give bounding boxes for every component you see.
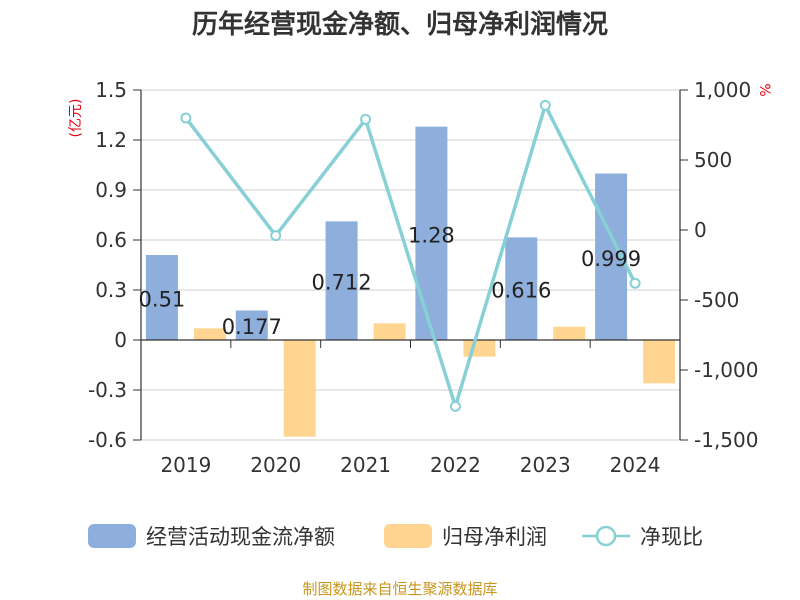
ratio-point [449,400,461,412]
ratio-point [539,99,551,111]
right-tick-label: 500 [694,148,732,172]
net-profit-bar [643,340,676,384]
chart-title: 历年经营现金净额、归母净利润情况 [192,9,608,40]
right-tick-label: -1,000 [694,358,758,382]
legend: 经营活动现金流净额 归母净利润 净现比 [88,524,703,549]
cashflow-data-label: 0.177 [222,315,282,339]
right-axis-unit: % [756,83,772,96]
left-tick-label: 1.2 [95,128,127,152]
left-tick-label: -0.3 [88,378,127,402]
legend-ratio: 净现比 [582,525,703,549]
legend-swatch [384,524,432,548]
cashflow-bar [325,221,358,340]
net-profit-bar [463,340,496,357]
legend-cashflow: 经营活动现金流净额 [88,524,335,549]
left-tick-label: 0.9 [95,178,127,202]
legend-label: 经营活动现金流净额 [146,525,335,549]
bars [145,126,676,437]
cashflow-data-label: 1.28 [408,223,455,247]
cashflow-data-label: 0.999 [581,247,641,271]
ratio-line-path [184,103,637,409]
net-profit-bar [373,323,406,340]
cashflow-data-label: 0.51 [139,288,186,312]
source-note: 制图数据来自恒生聚源数据库 [302,580,497,598]
left-axis-unit: (亿元) [68,99,84,138]
legend-net-profit: 归母净利润 [384,524,547,549]
right-tick-label: 0 [694,218,707,242]
cashflow-bar [145,255,178,340]
cashflow-bar [415,126,448,341]
ratio-line [180,99,641,412]
legend-label: 净现比 [640,525,703,549]
ratio-point [629,277,641,289]
left-tick-label: 0.3 [95,278,127,302]
right-tick-label: -500 [694,288,739,312]
ratio-point [270,230,282,242]
legend-marker [595,525,617,547]
left-tick-label: 1.5 [95,78,127,102]
cashflow-bar [505,237,538,340]
category-label: 2023 [520,453,571,477]
net-profit-bar [553,326,586,340]
data-labels: 0.51 0.177 0.712 1.28 0.616 0.999 [139,223,642,339]
cashflow-data-label: 0.616 [491,279,551,303]
cashflow-data-label: 0.712 [312,271,372,295]
axes: 1.5 1.2 0.9 0.6 0.3 0 -0.3 -0.6 1,000 500 0 -500 -1,… [88,78,759,477]
category-label: 2021 [340,453,391,477]
left-tick-label: 0 [114,328,127,352]
category-label: 2019 [160,453,211,477]
left-tick-label: 0.6 [95,228,127,252]
category-label: 2020 [250,453,301,477]
category-label: 2024 [610,453,661,477]
ratio-point [180,112,192,124]
cashflow-bar [235,310,268,340]
net-profit-bar [283,340,316,437]
legend-swatch [88,524,136,548]
ratio-point [360,113,372,125]
legend-label: 归母净利润 [442,525,547,549]
left-tick-label: -0.6 [88,428,127,452]
category-label: 2022 [430,453,481,477]
right-tick-label: -1,500 [694,428,758,452]
right-tick-label: 1,000 [694,78,751,102]
net-profit-bar [193,328,226,340]
